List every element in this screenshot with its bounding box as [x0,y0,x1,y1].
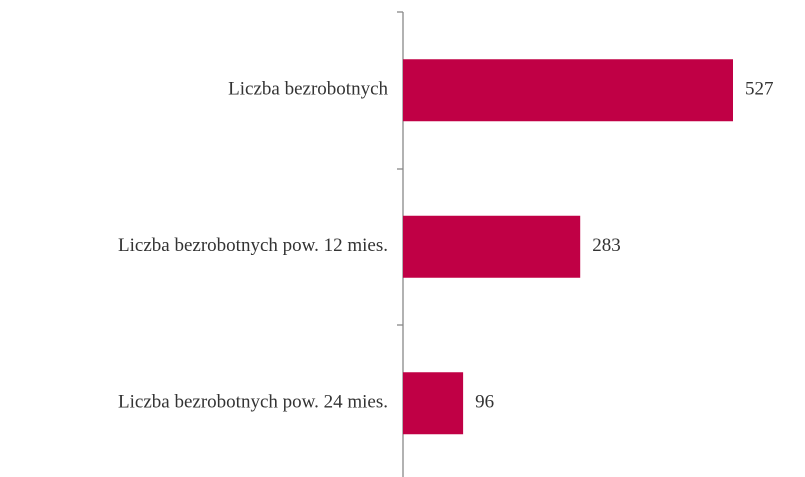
data-label: 96 [475,392,494,413]
category-label: Liczba bezrobotnych pow. 12 mies. [118,235,388,256]
data-label: 283 [592,235,621,256]
bar [403,59,733,122]
category-label: Liczba bezrobotnych pow. 24 mies. [118,392,388,413]
category-label: Liczba bezrobotnych [228,79,388,100]
bar [403,215,581,278]
bar [403,372,464,435]
data-label: 527 [745,79,774,100]
